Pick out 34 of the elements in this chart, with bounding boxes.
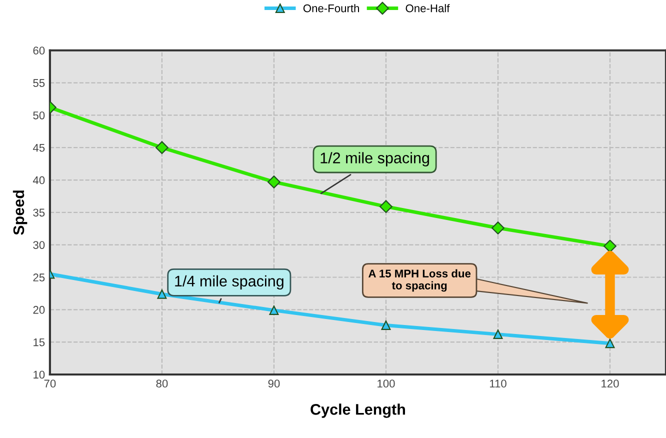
- y-tick-label: 25: [33, 274, 45, 282]
- x-tick-label: 80: [156, 380, 168, 388]
- x-tick-label: 90: [268, 380, 280, 388]
- y-tick-label: 45: [32, 144, 45, 152]
- point: [157, 289, 167, 299]
- y-axis-title: Speed: [12, 190, 28, 235]
- annotation: 1/4 mile spacing: [175, 275, 284, 290]
- point: [156, 141, 168, 154]
- point: [268, 176, 280, 188]
- y-tick-label: 35: [33, 208, 45, 217]
- y-tick-label: 15: [34, 338, 45, 346]
- y-tick-label: 55: [33, 79, 45, 87]
- legend-label: One-Fourth: [303, 4, 359, 12]
- y-tick-label: 30: [33, 241, 45, 249]
- y-tick-label: 60: [33, 46, 45, 55]
- y-tick-label: 40: [32, 176, 45, 184]
- point: [493, 330, 503, 340]
- point: [492, 222, 504, 234]
- point: [604, 240, 616, 253]
- x-tick-label: 110: [490, 380, 506, 388]
- y-tick-label: 10: [34, 370, 45, 379]
- point: [380, 200, 392, 214]
- y-tick-label: 50: [33, 111, 45, 120]
- point: [269, 306, 279, 316]
- annotation: A 15 MPH Loss due to spacing: [368, 269, 471, 292]
- point: [605, 338, 615, 348]
- x-tick-label: 70: [44, 380, 56, 388]
- x-axis-title: Cycle Length: [310, 404, 405, 418]
- x-tick-label: 100: [378, 380, 395, 388]
- point: [381, 320, 391, 330]
- x-tick-label: 120: [602, 380, 619, 388]
- annotation: 1/2 mile spacing: [320, 152, 429, 166]
- legend-label: One-Half: [406, 4, 450, 12]
- y-tick-label: 20: [33, 306, 45, 314]
